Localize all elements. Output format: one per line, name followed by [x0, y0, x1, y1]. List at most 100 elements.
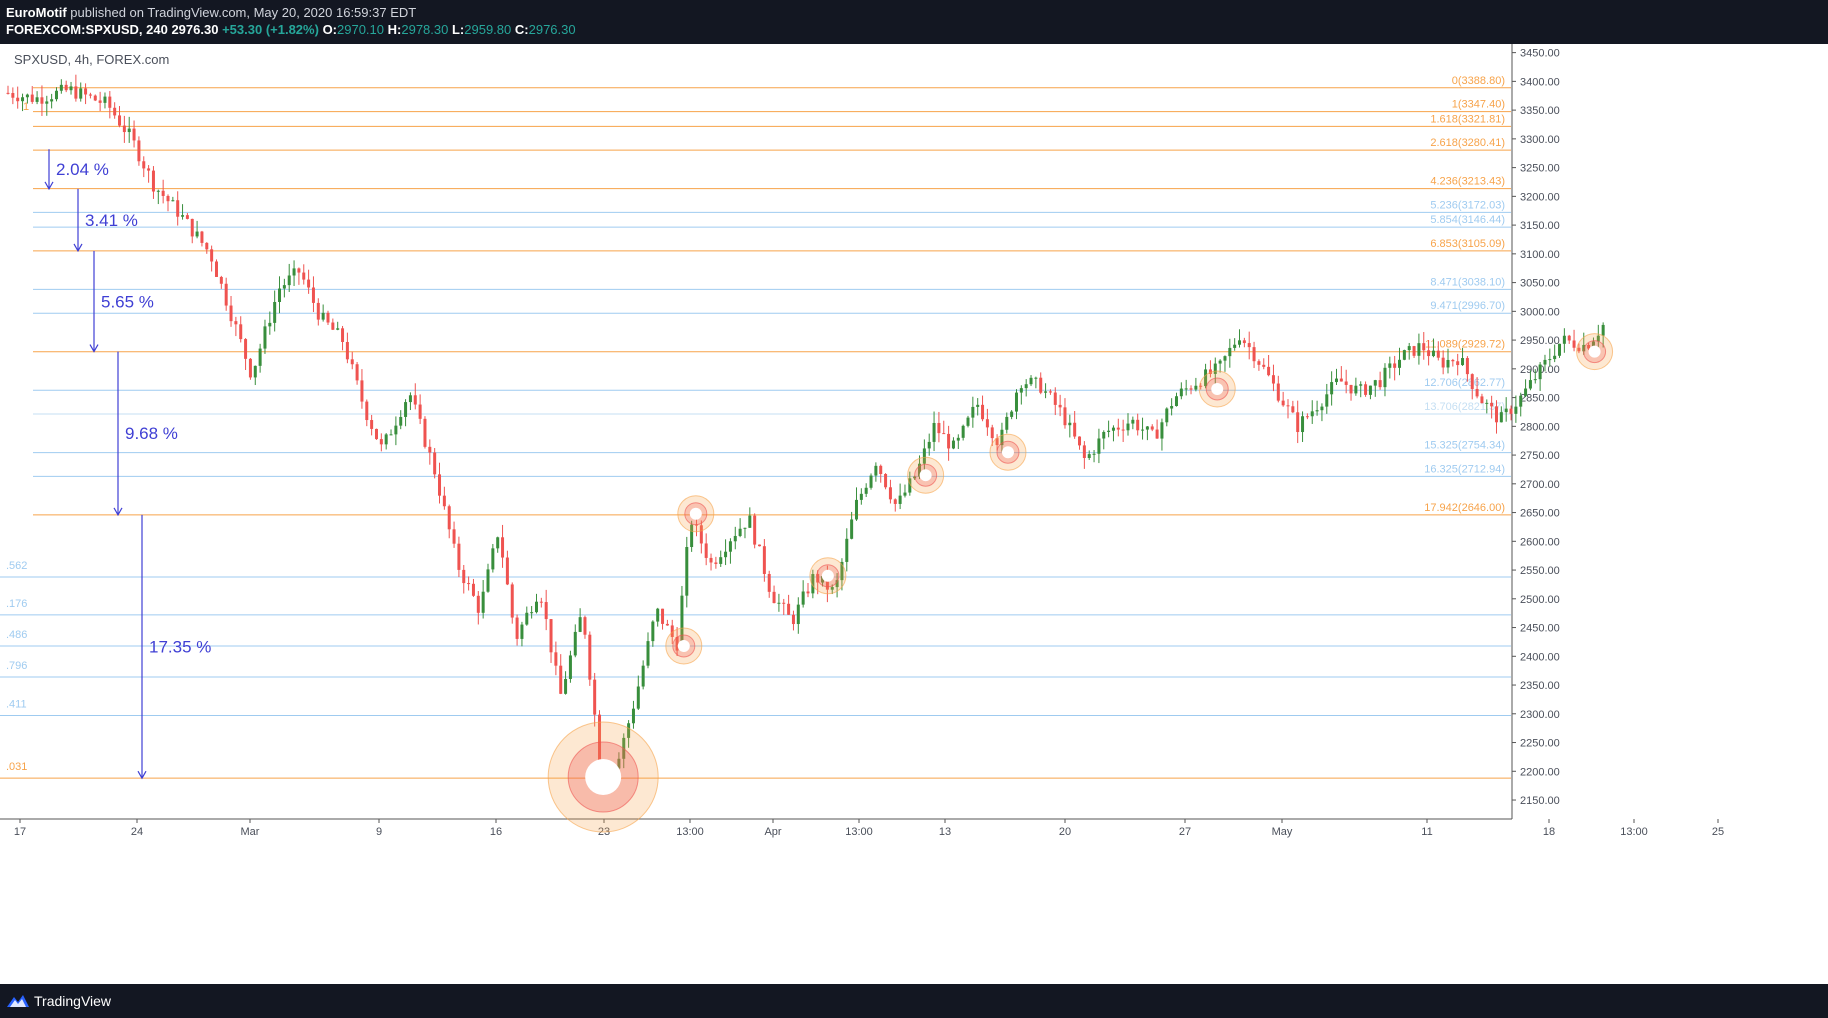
candle-body — [408, 395, 412, 403]
candle-body — [1082, 445, 1086, 458]
drawdown-arrowhead-icon — [89, 344, 99, 353]
candle-body — [239, 324, 243, 340]
candle-body — [874, 465, 878, 476]
candle-body — [457, 543, 461, 570]
candle-body — [200, 231, 204, 243]
candle-body — [1596, 335, 1600, 342]
candle-body — [1281, 400, 1285, 406]
y-tick-label: 2650.00 — [1520, 508, 1560, 520]
candle-body — [908, 478, 912, 493]
fib-level-label: 4.236(3213.43) — [1430, 176, 1505, 188]
candle-body — [355, 364, 359, 381]
chart-area[interactable]: 3450.00 3400.00 3350.00 3300.00 3250.00 3200.… — [0, 44, 1828, 984]
candle-body — [1184, 388, 1188, 390]
candle-body — [1368, 385, 1372, 395]
candle-body — [1378, 380, 1382, 388]
candle-body — [1587, 344, 1591, 349]
candle-body — [229, 305, 233, 322]
candle-body — [990, 427, 994, 439]
candle-body — [966, 417, 970, 426]
fib-level-label: 6.853(3105.09) — [1430, 238, 1505, 250]
candle-body — [1262, 364, 1266, 367]
candle-body — [976, 404, 980, 407]
candle-body — [1131, 419, 1135, 424]
candle-body — [273, 301, 277, 323]
candle-body — [1271, 375, 1275, 384]
y-tick-label: 2200.00 — [1520, 766, 1560, 778]
fib-extension-label: .486 — [6, 629, 27, 641]
candle-body — [1078, 436, 1082, 446]
x-tick-label: 9 — [376, 826, 382, 838]
highlight-marker-inner — [1211, 382, 1224, 395]
candle-body — [738, 528, 742, 536]
candle-body — [501, 537, 505, 558]
drawdown-arrowhead-icon — [73, 243, 83, 253]
candle-body — [331, 322, 335, 330]
candle-body — [1519, 395, 1523, 407]
candle-body — [84, 88, 88, 95]
candle-body — [1393, 363, 1397, 368]
author-name[interactable]: EuroMotif — [6, 5, 67, 20]
candle-body — [961, 425, 965, 438]
candle-body — [1315, 410, 1319, 412]
candle-body — [656, 608, 660, 622]
y-tick-label: 2350.00 — [1520, 680, 1560, 692]
candle-body — [564, 678, 568, 694]
candle-body — [1398, 359, 1402, 368]
candle-body — [898, 495, 902, 504]
candle-body — [1257, 361, 1261, 365]
close-value: 2976.30 — [528, 22, 576, 37]
candlestick-chart[interactable]: 3450.00 3400.00 3350.00 3300.00 3250.00 3200.… — [0, 44, 1828, 984]
candle-body — [1524, 388, 1528, 396]
x-tick-label: 16 — [490, 826, 502, 838]
candle-body — [835, 580, 839, 588]
candle-body — [791, 614, 795, 625]
candle-body — [1504, 408, 1508, 413]
drawdown-arrowhead-icon — [44, 181, 54, 191]
candle-body — [617, 758, 621, 769]
candle-body — [1470, 374, 1474, 389]
candle-body — [816, 574, 820, 583]
candle-body — [30, 94, 34, 102]
x-tick-label: 13:00 — [845, 826, 873, 838]
high-value: 2978.30 — [401, 22, 449, 37]
candle-body — [510, 584, 514, 618]
candle-body — [1141, 429, 1145, 431]
candle-body — [743, 527, 747, 529]
candle-body — [869, 475, 873, 488]
candle-body — [1189, 388, 1193, 390]
candle-body — [1208, 369, 1212, 374]
tradingview-brand[interactable]: TradingView — [34, 993, 112, 1009]
candle-body — [1373, 380, 1377, 386]
y-tick-label: 3200.00 — [1520, 191, 1560, 203]
y-tick-label: 3050.00 — [1520, 278, 1560, 290]
candle-body — [171, 200, 175, 202]
candle-body — [316, 302, 320, 320]
candle-body — [1068, 422, 1072, 426]
candle-body — [282, 285, 286, 289]
candle-body — [1014, 392, 1018, 412]
x-tick-label: 13:00 — [676, 826, 704, 838]
fib-level-label: 0(3388.80) — [1452, 75, 1505, 87]
candle-body — [854, 499, 858, 520]
candle-body — [224, 283, 228, 306]
candle-body — [336, 328, 340, 330]
candle-body — [598, 714, 602, 764]
candle-body — [1485, 402, 1489, 404]
candle-body — [1228, 347, 1232, 357]
candle-body — [1136, 419, 1140, 431]
highlight-marker-inner — [689, 507, 702, 520]
candle-body — [893, 499, 897, 504]
candle-body — [1567, 335, 1571, 341]
y-tick-label: 2150.00 — [1520, 795, 1560, 807]
candle-body — [389, 434, 393, 436]
candle-body — [1058, 404, 1062, 408]
candle-body — [627, 723, 631, 738]
fib-level-label: 8.471(3038.10) — [1430, 276, 1505, 288]
candle-body — [214, 261, 218, 277]
candle-body — [248, 358, 252, 378]
candle-body — [539, 601, 543, 603]
fib-level-label: 5.236(3172.03) — [1430, 199, 1505, 211]
candle-body — [341, 328, 345, 342]
candle-body — [578, 617, 582, 632]
